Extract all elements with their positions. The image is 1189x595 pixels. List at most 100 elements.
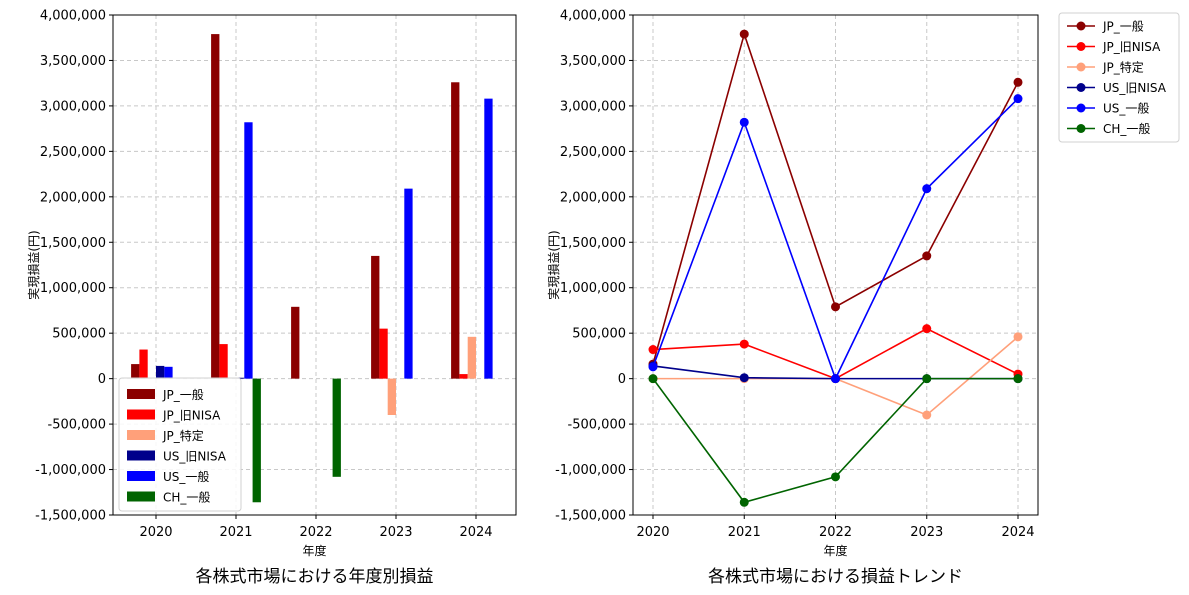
y-tick-label: -1,500,000 [555, 509, 626, 524]
legend-label: JP_特定 [1102, 60, 1144, 75]
legend: JP_一般 JP_旧NISA JP_特定 US_旧NISA US_一般 CH_一般 [1058, 12, 1180, 143]
bar [387, 378, 396, 415]
legend-label: CH_一般 [1103, 121, 1150, 136]
x-tick-label: 2021 [728, 525, 761, 540]
bar [252, 378, 261, 503]
series-line [652, 98, 1019, 381]
legend-swatch [127, 450, 155, 461]
y-tick-label: -1,000,000 [555, 463, 626, 478]
data-point [922, 374, 932, 384]
bar [467, 336, 476, 379]
legend-swatch [127, 491, 155, 502]
data-point [648, 345, 658, 355]
y-tick-label: 0 [618, 372, 626, 387]
y-tick-label: 3,000,000 [40, 99, 106, 114]
legend-swatch [127, 471, 155, 481]
legend-label: US_旧NISA [1103, 81, 1167, 95]
y-tick-label: 3,500,000 [560, 54, 626, 69]
legend-label: US_一般 [1103, 101, 1149, 116]
bar [404, 188, 413, 379]
legend-box [1058, 12, 1180, 143]
y-tick-label: 3,500,000 [40, 54, 106, 69]
y-tick-label: 2,000,000 [560, 190, 626, 205]
data-point [831, 302, 840, 312]
x-tick-label: 2023 [379, 525, 412, 540]
bar [156, 365, 165, 379]
legend-swatch [127, 430, 155, 440]
data-point [1013, 374, 1023, 384]
data-point [922, 410, 932, 420]
legend-label: US_一般 [163, 469, 209, 484]
y-tick-label: 3,000,000 [560, 99, 626, 114]
y-tick-label: 0 [98, 372, 106, 387]
data-point [922, 251, 932, 261]
bar [379, 328, 388, 379]
y-tick-label: 1,000,000 [40, 281, 106, 296]
y-tick-label: 500,000 [52, 327, 106, 342]
y-tick-label: 2,500,000 [40, 145, 106, 160]
bar [211, 34, 220, 379]
legend-marker [1076, 62, 1086, 72]
bar [219, 344, 228, 379]
x-tick-label: 2022 [819, 525, 852, 540]
y-tick-label: -500,000 [48, 418, 106, 433]
plot-frame [632, 14, 1039, 516]
legend-label: CH_一般 [163, 490, 210, 505]
x-tick-label: 2021 [219, 525, 252, 540]
chart-title: 各株式市場における年度別損益 [196, 567, 434, 587]
y-tick-label: 1,500,000 [560, 236, 626, 251]
legend-label: US_旧NISA [163, 450, 227, 464]
x-tick-label: 2023 [910, 525, 943, 540]
line-chart: -1,500,000 -1,000,000 -500,000 0 500,000 1,00… [546, 9, 1180, 587]
y-tick-label: -1,000,000 [35, 463, 106, 478]
x-axis-label: 年度 [823, 543, 847, 558]
bar [291, 306, 300, 379]
bar [131, 364, 140, 379]
data-point [648, 362, 658, 372]
data-point [831, 472, 840, 482]
bar [459, 374, 468, 379]
bar [244, 122, 253, 379]
bar [451, 82, 460, 379]
bar [484, 98, 493, 379]
series-line [652, 377, 1018, 504]
legend-marker [1076, 124, 1086, 133]
data-point [739, 339, 749, 349]
bar [139, 349, 148, 379]
legend-label: JP_一般 [162, 387, 204, 402]
data-point [1013, 77, 1023, 87]
plot-frame [112, 14, 517, 516]
y-axis-label: 実現損益(円) [546, 230, 561, 299]
data-point [1013, 94, 1023, 104]
legend-label: JP_旧NISA [1102, 40, 1161, 54]
data-point [1013, 332, 1023, 342]
data-point [739, 29, 749, 39]
chart-title: 各株式市場における損益トレンド [708, 567, 963, 587]
y-tick-label: 4,000,000 [40, 9, 106, 24]
y-tick-label: -500,000 [568, 418, 626, 433]
x-tick-label: 2022 [299, 525, 332, 540]
y-tick-label: 2,000,000 [40, 190, 106, 205]
legend-swatch [127, 409, 155, 420]
y-tick-label: -1,500,000 [35, 509, 106, 524]
legend-label: JP_旧NISA [162, 409, 221, 423]
data-point [831, 374, 840, 384]
y-tick-label: 2,500,000 [560, 145, 626, 160]
legend-marker [1076, 42, 1086, 51]
data-point [922, 324, 932, 334]
y-tick-label: 1,000,000 [560, 281, 626, 296]
legend-label: JP_特定 [162, 428, 204, 443]
legend-label: JP_一般 [1102, 19, 1144, 34]
bar [164, 366, 173, 379]
legend: JP_一般 JP_旧NISA JP_特定 US_旧NISA US_一般 CH_一般 [118, 377, 242, 512]
y-axis-label: 実現損益(円) [26, 230, 41, 299]
data-point [739, 497, 749, 507]
bar [332, 378, 341, 477]
x-axis-label: 年度 [302, 543, 326, 558]
x-tick-label: 2020 [636, 525, 669, 540]
legend-swatch [127, 389, 155, 399]
y-tick-label: 4,000,000 [560, 9, 626, 24]
x-tick-label: 2024 [459, 525, 492, 540]
bar-chart: -1,500,000 -1,000,000 -500,000 0 500,000 1,00… [26, 9, 517, 587]
